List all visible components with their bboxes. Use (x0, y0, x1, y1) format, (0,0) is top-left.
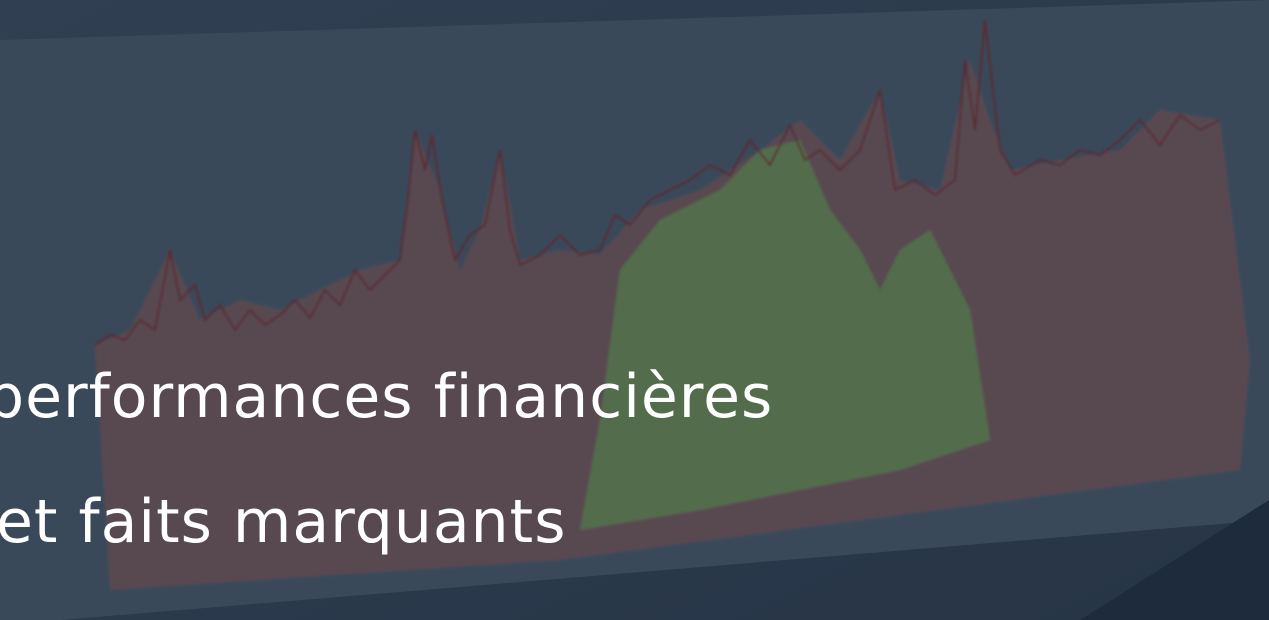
chart-line (94, 19, 1221, 346)
green-area (580, 140, 990, 530)
screen-bezel (1080, 500, 1269, 620)
chart-photo (94, 19, 1250, 590)
hero-title-line: et faits marquants (0, 487, 567, 557)
hero-title-line: performances financières (0, 362, 774, 432)
